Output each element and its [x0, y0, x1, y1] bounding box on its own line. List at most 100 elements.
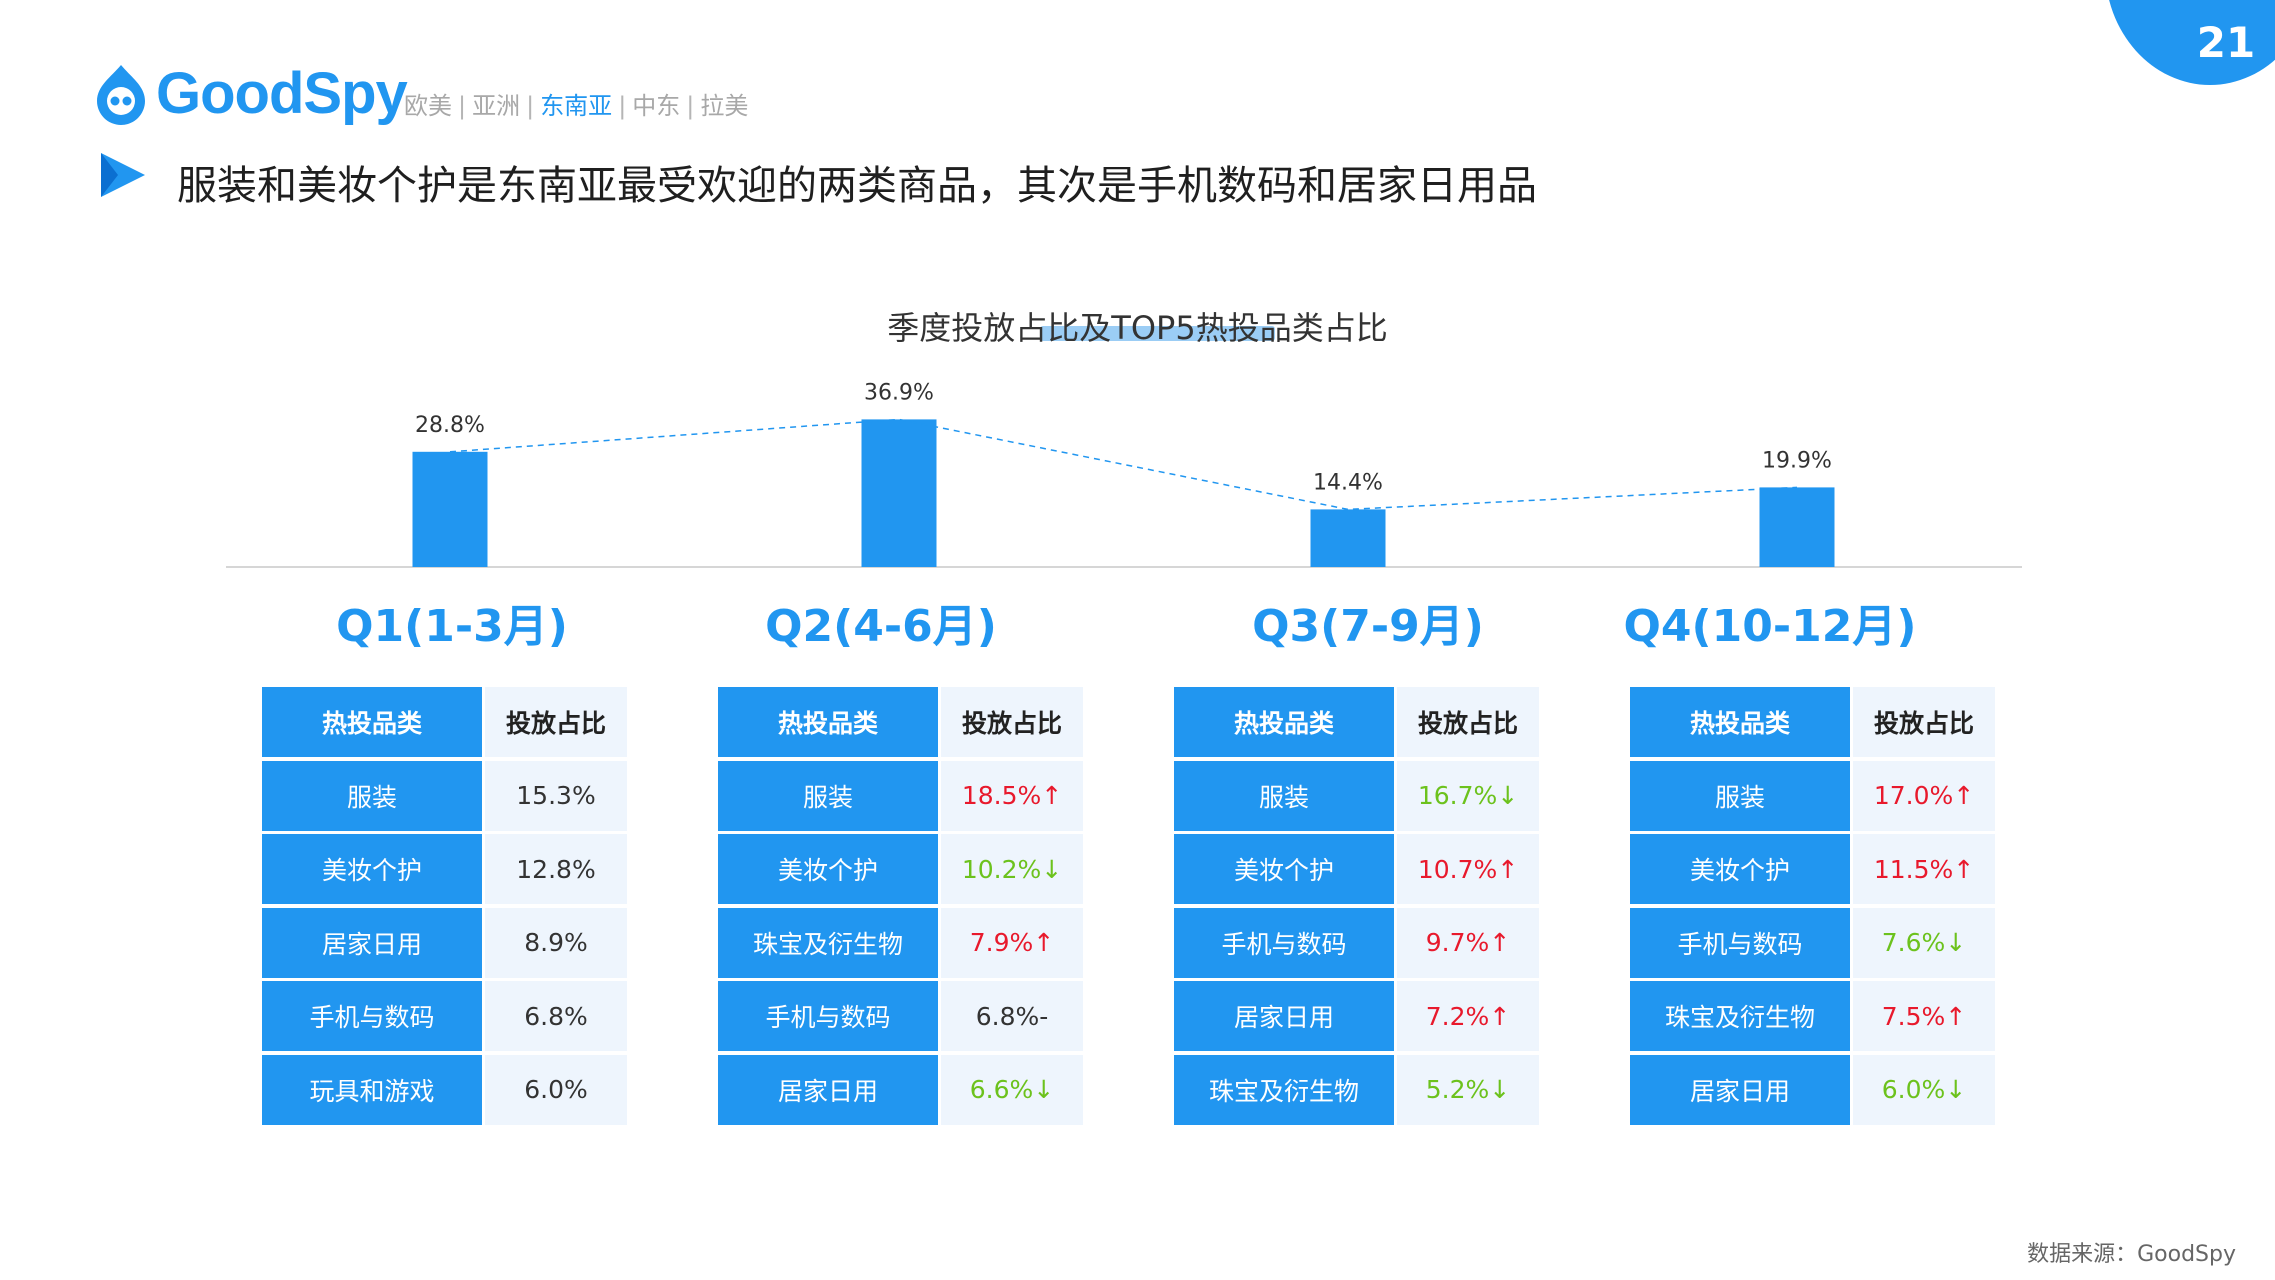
table-row: 服装 18.5%↑ — [718, 760, 1083, 831]
share-value: 6.0%↓ — [1881, 1075, 1967, 1104]
chart-value-label: 19.9% — [1762, 448, 1832, 473]
table-row: 珠宝及衍生物 7.5%↑ — [1630, 981, 1995, 1051]
category-cell: 居家日用 — [718, 1054, 938, 1125]
share-value: 6.6%↓ — [969, 1075, 1055, 1104]
table-row: 珠宝及衍生物 5.2%↓ — [1174, 1054, 1539, 1125]
category-cell: 居家日用 — [1174, 981, 1394, 1051]
category-cell: 珠宝及衍生物 — [1174, 1054, 1394, 1125]
page-headline: 服装和美妆个护是东南亚最受欢迎的两类商品，其次是手机数码和居家日用品 — [177, 163, 1537, 209]
share-value: 10.7%↑ — [1417, 854, 1519, 884]
category-cell: 珠宝及衍生物 — [718, 907, 938, 978]
category-cell: 手机与数码 — [718, 981, 938, 1051]
share-cell: 17.0%↑ — [1853, 760, 1995, 831]
share-cell: 11.5%↑ — [1853, 834, 1995, 904]
share-cell: 7.2%↑ — [1397, 981, 1539, 1051]
share-cell: 6.8%- — [941, 981, 1083, 1051]
table-row: 手机与数码 6.8% — [262, 981, 627, 1051]
category-cell: 美妆个护 — [262, 834, 482, 904]
share-value: 11.5%↑ — [1873, 854, 1975, 884]
table-row: 美妆个护 10.7%↑ — [1174, 834, 1539, 904]
region-separator: | — [686, 92, 695, 120]
share-cell: 7.9%↑ — [941, 907, 1083, 978]
share-cell: 9.7%↑ — [1397, 907, 1539, 978]
share-cell: 6.6%↓ — [941, 1054, 1083, 1125]
share-value: 5.2%↓ — [1425, 1075, 1511, 1104]
category-cell: 手机与数码 — [1630, 907, 1850, 978]
share-value: 12.8% — [516, 854, 596, 884]
table-row: 服装 17.0%↑ — [1630, 760, 1995, 831]
table-row: 居家日用 7.2%↑ — [1174, 981, 1539, 1051]
table-header-row: 热投品类 投放占比 — [1630, 687, 1995, 757]
region-link[interactable]: 拉美 — [700, 92, 749, 120]
brand-logo: GoodSpy — [92, 60, 408, 127]
header-category: 热投品类 — [718, 687, 938, 757]
chart-bar — [861, 419, 937, 567]
category-cell: 手机与数码 — [262, 981, 482, 1051]
share-cell: 7.6%↓ — [1853, 907, 1995, 978]
share-value: 18.5%↑ — [961, 781, 1063, 810]
share-value: 6.0% — [524, 1075, 588, 1104]
share-value: 8.9% — [524, 928, 588, 957]
category-cell: 美妆个护 — [1630, 834, 1850, 904]
table-row: 手机与数码 6.8%- — [718, 981, 1083, 1051]
region-nav: 欧美 | 亚洲 | 东南亚 | 中东 | 拉美 — [404, 86, 748, 121]
share-value: 15.3% — [516, 781, 596, 810]
logo-wordmark: GoodSpy — [156, 61, 408, 126]
category-cell: 服装 — [262, 760, 482, 831]
region-separator: | — [526, 92, 535, 120]
header-share: 投放占比 — [485, 687, 627, 757]
header-category: 热投品类 — [262, 687, 482, 757]
table-row: 手机与数码 7.6%↓ — [1630, 907, 1995, 978]
share-value: 6.8% — [524, 1001, 588, 1031]
share-cell: 6.0% — [485, 1054, 627, 1125]
header-share: 投放占比 — [1853, 687, 1995, 757]
table-header-row: 热投品类 投放占比 — [262, 687, 627, 757]
share-value: 16.7%↓ — [1417, 781, 1519, 810]
table-row: 居家日用 6.6%↓ — [718, 1054, 1083, 1125]
table-row: 居家日用 8.9% — [262, 907, 627, 978]
chart-bar — [412, 451, 488, 567]
chart-bar — [1759, 487, 1835, 567]
header-share: 投放占比 — [941, 687, 1083, 757]
quarter-label-q3: Q3(7-9月) — [1252, 601, 1484, 652]
category-cell: 居家日用 — [262, 907, 482, 978]
category-cell: 珠宝及衍生物 — [1630, 981, 1850, 1051]
share-cell: 7.5%↑ — [1853, 981, 1995, 1051]
chart-bar — [1310, 509, 1386, 567]
share-cell: 12.8% — [485, 834, 627, 904]
category-cell: 美妆个护 — [718, 834, 938, 904]
category-cell: 居家日用 — [1630, 1054, 1850, 1125]
quarterly-bar-chart: 28.8% 36.9% 14.4% 19.9% — [226, 380, 2022, 568]
header-category: 热投品类 — [1174, 687, 1394, 757]
region-link[interactable]: 欧美 — [404, 92, 452, 120]
share-cell: 15.3% — [485, 760, 627, 831]
table-header-row: 热投品类 投放占比 — [718, 687, 1083, 757]
chart-title: 季度投放占比及TOP5热投品类占比 — [887, 309, 1388, 347]
region-separator: | — [458, 92, 467, 120]
header-category: 热投品类 — [1630, 687, 1850, 757]
region-link[interactable]: 中东 — [632, 92, 681, 120]
share-value: 17.0%↑ — [1873, 781, 1975, 810]
quarter-label-q1: Q1(1-3月) — [336, 601, 568, 652]
goodspy-logo-icon — [97, 64, 145, 125]
category-cell: 玩具和游戏 — [262, 1054, 482, 1125]
share-cell: 10.7%↑ — [1397, 834, 1539, 904]
table-header-row: 热投品类 投放占比 — [1174, 687, 1539, 757]
table-row: 美妆个护 10.2%↓ — [718, 834, 1083, 904]
share-cell: 6.0%↓ — [1853, 1054, 1995, 1125]
region-link[interactable]: 亚洲 — [472, 92, 521, 120]
table-row: 手机与数码 9.7%↑ — [1174, 907, 1539, 978]
table-row: 玩具和游戏 6.0% — [262, 1054, 627, 1125]
table-row: 服装 15.3% — [262, 760, 627, 831]
share-cell: 10.2%↓ — [941, 834, 1083, 904]
share-value: 9.7%↑ — [1425, 928, 1511, 957]
share-value: 7.6%↓ — [1881, 928, 1967, 957]
table-row: 美妆个护 12.8% — [262, 834, 627, 904]
category-table-q2: 热投品类 投放占比 服装 18.5%↑ 美妆个护 10.2%↓ 珠宝及衍生物 7.9%↑ 手机与… — [718, 687, 1083, 1128]
share-value: 10.2%↓ — [961, 854, 1063, 884]
category-table-q4: 热投品类 投放占比 服装 17.0%↑ 美妆个护 11.5%↑ 手机与数码 7.6%↓ 珠宝及衍… — [1630, 687, 1995, 1128]
chart-trend-line — [449, 418, 1798, 511]
chart-value-label: 14.4% — [1313, 470, 1383, 495]
share-cell: 8.9% — [485, 907, 627, 978]
region-link[interactable]: 东南亚 — [540, 92, 613, 120]
